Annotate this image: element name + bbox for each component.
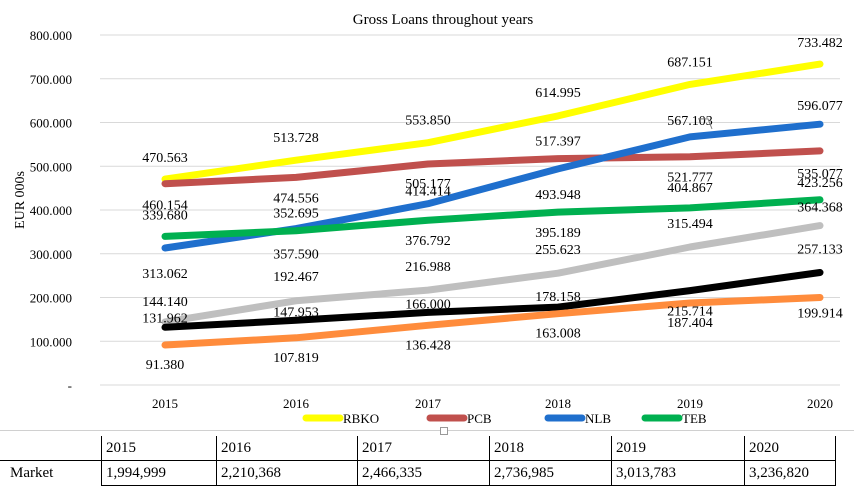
data-label: 131.962	[142, 311, 188, 326]
market-table-header-row: 2015 2016 2017 2018 2019 2020	[0, 436, 836, 461]
year-header-2019: 2019	[611, 436, 745, 461]
data-label: 460.154	[142, 199, 188, 214]
x-tick-label: 2018	[545, 396, 571, 411]
y-tick-label: 200.000	[30, 291, 72, 306]
data-label: 493.948	[535, 188, 581, 203]
series-lines	[161, 60, 824, 349]
data-label: 474.556	[273, 191, 319, 206]
data-label: 255.623	[535, 243, 581, 258]
data-label: 596.077	[797, 99, 843, 114]
year-header-2017: 2017	[357, 436, 490, 461]
data-label: 470.563	[142, 151, 188, 166]
data-label: 91.380	[146, 358, 185, 373]
resize-handle[interactable]	[440, 427, 448, 435]
data-label: 357.590	[273, 248, 319, 263]
data-label: 733.482	[797, 36, 843, 51]
market-value-2015: 1,994,999	[101, 460, 217, 486]
data-label: 178.158	[535, 290, 581, 305]
data-label: 395.189	[535, 226, 581, 241]
legend-label-rbko: RBKO	[343, 411, 379, 426]
chart-legend: RBKO PCB NLB TEB	[302, 411, 707, 426]
y-tick-label: 700.000	[30, 72, 72, 87]
market-table: 2015 2016 2017 2018 2019 2020 Market 1,9…	[0, 436, 836, 486]
data-label: 521.777	[667, 171, 713, 186]
data-label: 215.714	[667, 305, 713, 320]
data-label: 136.428	[405, 338, 451, 353]
legend-label-teb: TEB	[682, 411, 707, 426]
data-label: 404.867	[667, 181, 713, 196]
x-axis-tick-labels: 2015 2016 2017 2018 2019 2020	[152, 396, 833, 411]
y-tick-label: 800.000	[30, 28, 72, 43]
y-tick-label: -	[68, 378, 72, 393]
chart-gridlines	[100, 34, 840, 386]
data-label-leader-line	[698, 118, 713, 130]
data-label: 313.062	[142, 267, 188, 282]
data-label: 687.151	[667, 55, 713, 70]
series-line-pcb	[161, 147, 824, 188]
data-label: 163.008	[535, 327, 581, 342]
x-tick-label: 2015	[152, 396, 178, 411]
data-label: 553.850	[405, 114, 451, 129]
market-value-2018: 2,736,985	[489, 460, 612, 486]
y-axis-tick-labels: - 100.000 200.000 300.000 400.000 500.000 600.…	[30, 28, 72, 393]
data-label: 107.819	[273, 351, 319, 366]
market-value-2019: 3,013,783	[611, 460, 745, 486]
data-label: 364.368	[797, 201, 843, 216]
series-line-teb	[161, 196, 824, 240]
y-tick-label: 600.000	[30, 116, 72, 131]
year-header-2018: 2018	[489, 436, 612, 461]
legend-label-nlb: NLB	[585, 411, 611, 426]
data-label: 414.414	[405, 185, 451, 200]
market-value-2016: 2,210,368	[216, 460, 358, 486]
data-label: 567.103	[667, 114, 713, 129]
market-value-2017: 2,466,335	[357, 460, 490, 486]
market-value-2020: 3,236,820	[744, 460, 836, 486]
data-label: 257.133	[797, 243, 843, 258]
data-label: 216.988	[405, 260, 451, 275]
market-table-corner	[0, 436, 102, 461]
chart-table-separator	[0, 430, 854, 431]
data-label: 147.953	[273, 305, 319, 320]
data-label: 513.728	[273, 131, 319, 146]
data-label: 187.404	[667, 316, 713, 331]
data-label: 315.494	[667, 217, 713, 232]
year-header-2016: 2016	[216, 436, 358, 461]
data-label: 352.695	[273, 207, 319, 222]
data-label: 144.140	[142, 295, 188, 310]
x-tick-label: 2017	[415, 396, 442, 411]
y-tick-label: 500.000	[30, 159, 72, 174]
market-row-label: Market	[0, 460, 102, 486]
data-label: 505.177	[405, 177, 451, 192]
year-header-2020: 2020	[744, 436, 836, 461]
data-label: 614.995	[535, 86, 581, 101]
x-tick-label: 2019	[677, 396, 703, 411]
data-label: 199.914	[797, 307, 843, 322]
y-axis-label: EUR 000s	[13, 171, 28, 229]
data-label: 535.077	[797, 167, 843, 182]
data-label: 517.397	[535, 135, 581, 150]
chart-title: Gross Loans throughout years	[353, 12, 534, 28]
series-line-unnamed-6	[161, 294, 824, 349]
series-line-unnamed-4	[161, 222, 824, 326]
series-line-unnamed-5	[161, 269, 824, 331]
data-label: 339.680	[142, 208, 188, 223]
data-label: 192.467	[273, 270, 319, 285]
legend-label-pcb: PCB	[467, 411, 492, 426]
data-label: 376.792	[405, 234, 451, 249]
series-line-rbko	[161, 60, 824, 183]
data-label: 166.000	[405, 297, 451, 312]
x-tick-label: 2020	[807, 396, 833, 411]
gross-loans-chart: Gross Loans throughout years - 100.000 200…	[13, 12, 843, 426]
data-label: 423.256	[797, 176, 843, 191]
data-labels: 470.563 513.728 553.850 614.995 687.151 733.4…	[142, 36, 843, 373]
year-header-2015: 2015	[101, 436, 217, 461]
y-tick-label: 300.000	[30, 247, 72, 262]
y-tick-label: 400.000	[30, 203, 72, 218]
y-tick-label: 100.000	[30, 334, 72, 349]
x-tick-label: 2016	[283, 396, 310, 411]
market-table-row: Market 1,994,999 2,210,368 2,466,335 2,7…	[0, 460, 836, 486]
